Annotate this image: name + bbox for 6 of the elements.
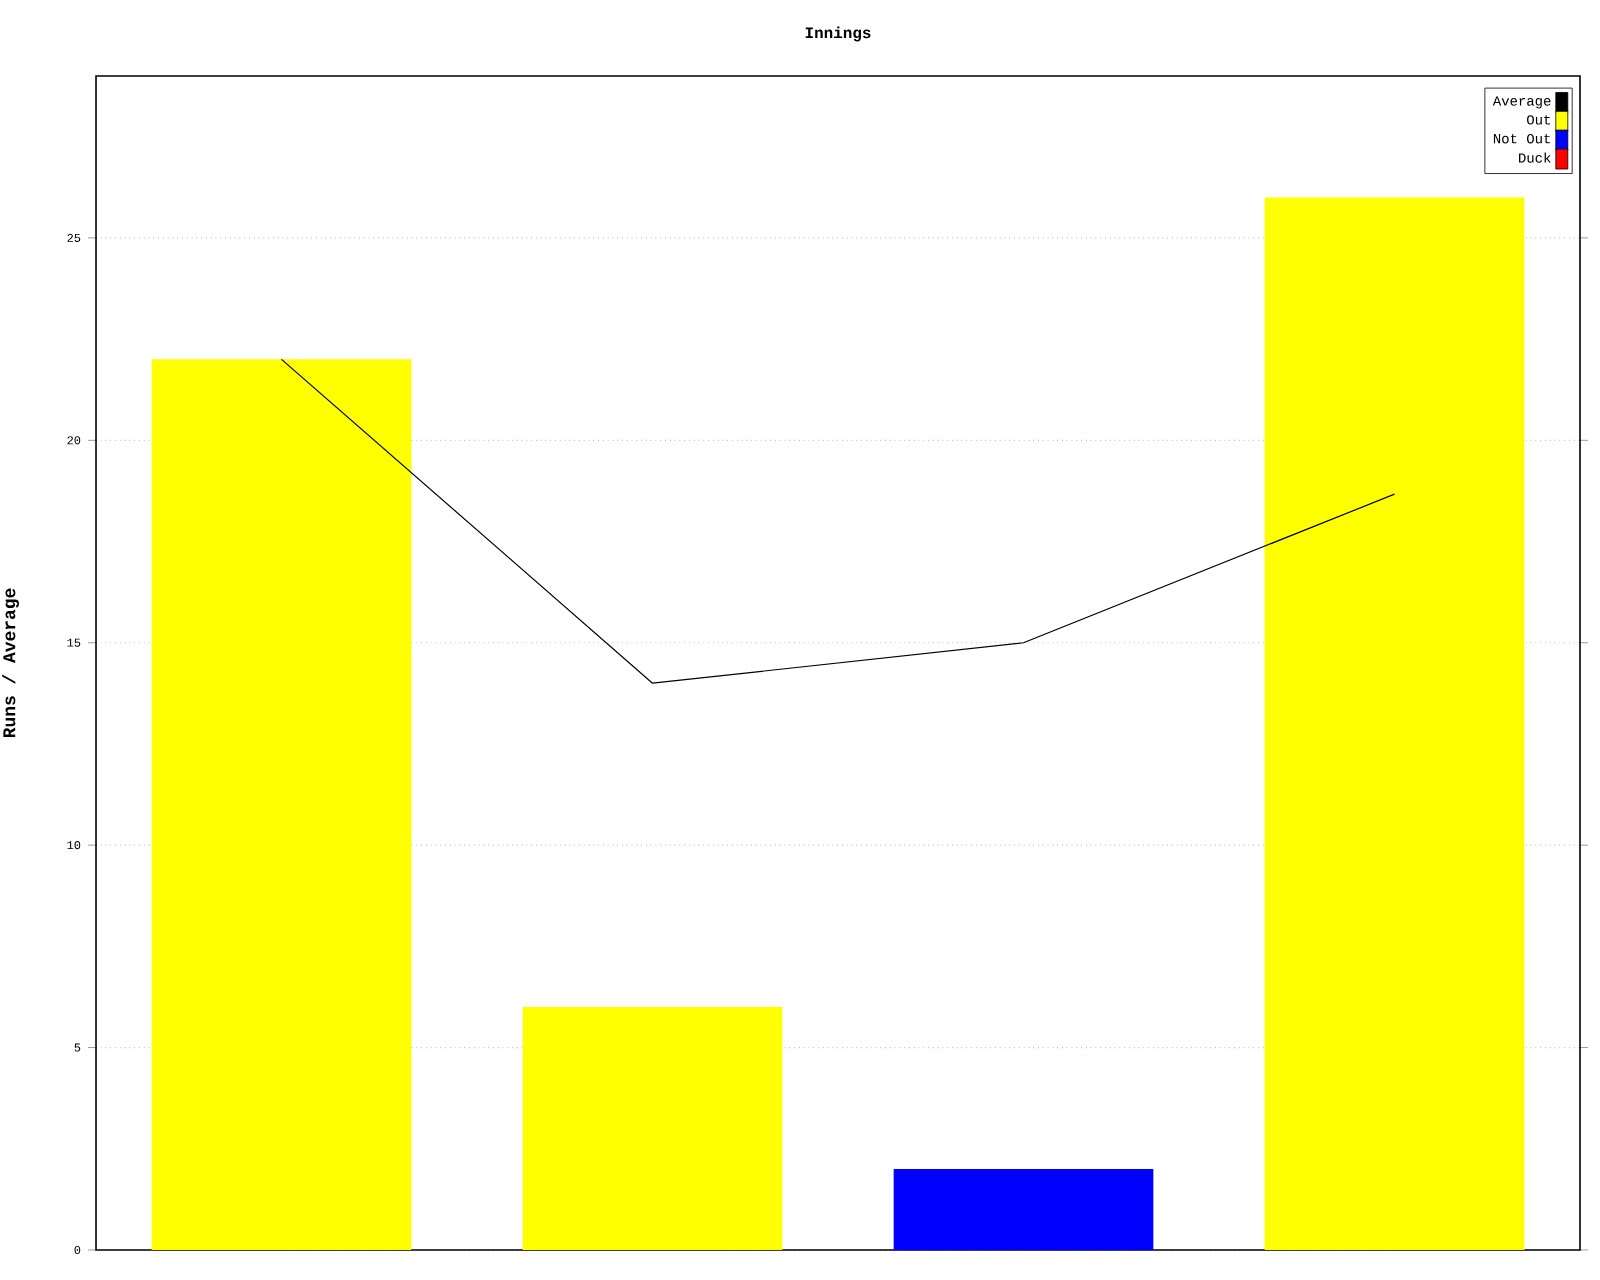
bar: [1264, 197, 1525, 1250]
bar: [151, 359, 412, 1250]
bar: [893, 1169, 1154, 1250]
bar: [522, 1007, 783, 1250]
y-axis-title: Runs / Average: [2, 588, 19, 738]
line-series: [280, 358, 1396, 684]
